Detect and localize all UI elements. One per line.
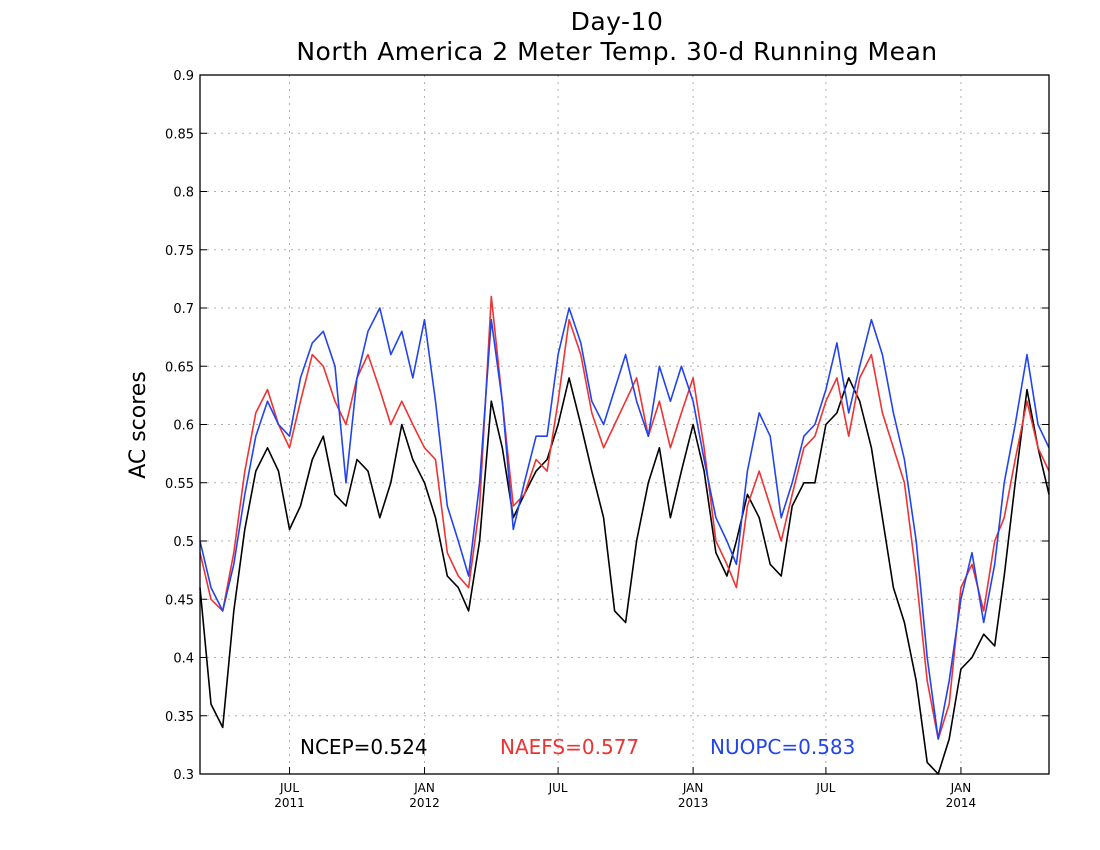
x-tick-month: JUL <box>548 781 568 795</box>
x-tick-month: JAN <box>950 781 972 795</box>
y-tick-label: 0.85 <box>165 127 194 142</box>
y-tick-label: 0.75 <box>165 244 194 259</box>
y-tick-label: 0.6 <box>173 419 194 434</box>
legend-nuopc: NUOPC=0.583 <box>710 735 855 759</box>
legend-ncep: NCEP=0.524 <box>300 735 428 759</box>
y-tick-label: 0.7 <box>173 302 194 317</box>
legend-naefs: NAEFS=0.577 <box>500 735 639 759</box>
x-tick-year: 2011 <box>274 796 305 810</box>
y-tick-label: 0.8 <box>173 186 194 201</box>
y-axis-label: AC scores <box>126 371 151 479</box>
grid <box>200 75 1049 774</box>
y-tick-label: 0.9 <box>173 69 194 84</box>
series-line-ncep <box>199 377 1050 775</box>
y-tick-label: 0.55 <box>165 477 194 492</box>
series-line-naefs <box>199 295 1050 740</box>
x-tick-month: JAN <box>682 781 704 795</box>
series-lines <box>199 295 1050 775</box>
x-tick-month: JUL <box>279 781 299 795</box>
y-tick-label: 0.3 <box>173 768 194 783</box>
y-tick-label: 0.35 <box>165 710 194 725</box>
chart-title: Day-10 <box>571 7 664 36</box>
y-tick-label: 0.4 <box>173 652 194 667</box>
x-tick-year: 2014 <box>946 796 977 810</box>
plot-frame <box>199 74 1050 775</box>
x-tick-month: JAN <box>413 781 435 795</box>
x-tick-year: 2012 <box>409 796 440 810</box>
series-line-nuopc <box>199 307 1050 740</box>
x-tick-month: JUL <box>815 781 835 795</box>
y-tick-label: 0.65 <box>165 360 194 375</box>
chart-subtitle: North America 2 Meter Temp. 30-d Running… <box>296 37 937 66</box>
y-axis-ticks: 0.3 0.35 0.4 0.45 0.5 0.55 0.6 0.65 0.7 0.75 0.8 0.… <box>165 69 1049 783</box>
x-tick-year: 2013 <box>678 796 709 810</box>
y-tick-label: 0.45 <box>165 593 194 608</box>
y-tick-label: 0.5 <box>173 535 194 550</box>
